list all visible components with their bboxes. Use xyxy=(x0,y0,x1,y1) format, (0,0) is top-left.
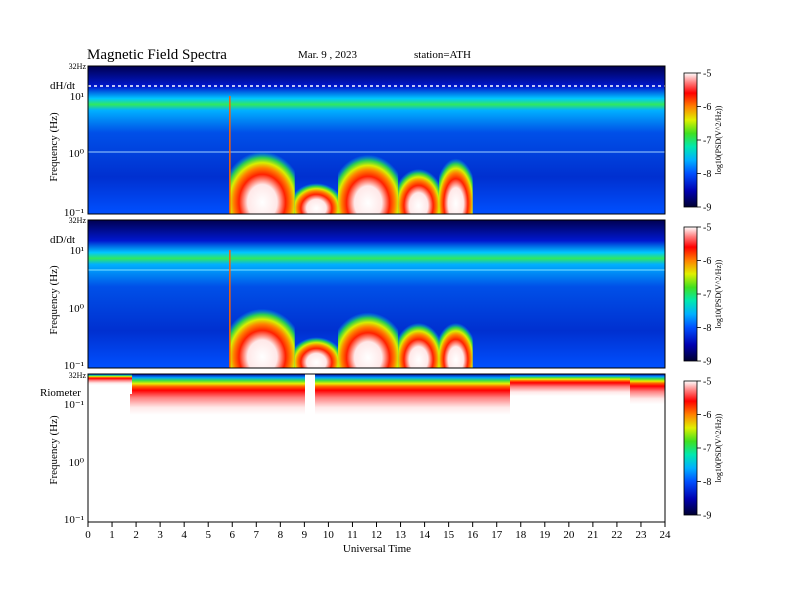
x-tick-label: 12 xyxy=(371,529,382,541)
x-tick-label: 23 xyxy=(635,529,647,541)
dhdt-activity-region xyxy=(439,144,473,214)
station-label: station=ATH xyxy=(414,49,471,61)
x-tick-label: 2 xyxy=(133,529,139,541)
x-tick-label: 8 xyxy=(278,529,284,541)
dddt-ytick-1: 10¹ xyxy=(70,245,84,257)
x-tick-label: 0 xyxy=(85,529,91,541)
dddt-activity xyxy=(229,250,473,368)
figure-title: Magnetic Field Spectra xyxy=(87,47,227,63)
dddt-activity-region xyxy=(398,311,440,368)
x-tick-label: 9 xyxy=(302,529,308,541)
x-tick-label: 4 xyxy=(181,529,187,541)
riometer-ytick-3: 10⁻¹ xyxy=(64,514,84,526)
riometer-ytick-2: 10⁰ xyxy=(69,457,85,469)
dddt-activity-region xyxy=(338,298,399,368)
colorbar-label: log10(PSD(V^2/Hz)) xyxy=(714,413,723,482)
x-axis: 0 1 2 3 4 5 6 7 8 9 10 11 12 13 14 15 16 17 18 19 20 21 22 23 24 xyxy=(85,522,671,541)
dddt-panel: 32Hz dD/dt 10¹ 10⁰ 10⁻¹ Frequency (Hz) xyxy=(48,216,666,372)
x-tick-label: 17 xyxy=(491,529,503,541)
dhdt-panel: 32Hz dH/dt 10¹ 10⁰ 10⁻¹ Frequency (Hz) xyxy=(48,62,666,219)
colorbar-label: log10(PSD(V^2/Hz)) xyxy=(714,105,723,174)
colorbar-tick-label: -5 xyxy=(703,377,711,388)
x-tick-label: 24 xyxy=(660,529,672,541)
dhdt-ylabel: Frequency (Hz) xyxy=(48,112,60,182)
colorbar-tick-label: -7 xyxy=(703,444,711,455)
colorbar-tick-label: -6 xyxy=(703,102,711,113)
dhdt-ytick-1: 10¹ xyxy=(70,91,84,103)
date-label: Mar. 9 , 2023 xyxy=(298,49,357,61)
riometer-ytick-1: 10⁻¹ xyxy=(64,399,84,411)
x-tick-label: 7 xyxy=(254,529,260,541)
colorbar-2 xyxy=(683,226,698,362)
colorbar-tick-label: -9 xyxy=(703,357,711,368)
dddt-frame xyxy=(87,219,666,369)
x-tick-label: 22 xyxy=(611,529,622,541)
x-axis-label: Universal Time xyxy=(343,543,411,555)
dddt-activity-region xyxy=(294,329,339,368)
dhdt-activity-region xyxy=(229,135,295,214)
colorbar-tick-label: -8 xyxy=(703,477,711,488)
x-tick-label: 16 xyxy=(467,529,479,541)
dhdt-frame xyxy=(87,65,666,215)
dddt-panel-label: dD/dt xyxy=(50,234,75,246)
colorbars: -5 -6 -7 -8 -9 log10(PSD(V^2/Hz)) -5 -6 -7 -8 -9 lo… xyxy=(683,69,723,522)
colorbar-1 xyxy=(683,72,698,208)
colorbar-tick-label: -5 xyxy=(703,223,711,234)
colorbar-tick-label: -5 xyxy=(703,69,711,80)
colorbar-tick-label: -9 xyxy=(703,511,711,522)
x-tick-label: 14 xyxy=(419,529,431,541)
x-tick-label: 13 xyxy=(395,529,407,541)
colorbar-tick-label: -7 xyxy=(703,290,711,301)
x-tick-label: 10 xyxy=(323,529,335,541)
colorbar-3 xyxy=(683,380,698,516)
x-tick-label: 19 xyxy=(539,529,551,541)
x-tick-label: 3 xyxy=(157,529,163,541)
colorbar-tick-label: -8 xyxy=(703,323,711,334)
riometer-panel-label: Riometer xyxy=(40,387,81,399)
dddt-ytick-2: 10⁰ xyxy=(69,303,85,315)
riometer-data-gap xyxy=(305,374,315,444)
x-tick-label: 15 xyxy=(443,529,455,541)
riometer-panel: 32Hz Riometer 10⁻¹ 10⁰ 10⁻¹ Frequency (H… xyxy=(40,371,666,526)
dhdt-activity-region xyxy=(398,157,440,214)
dddt-activity-region xyxy=(229,293,295,368)
dhdt-activity-region xyxy=(338,139,399,214)
dhdt-activity-region xyxy=(294,175,339,214)
colorbar-label: log10(PSD(V^2/Hz)) xyxy=(714,259,723,328)
x-tick-label: 1 xyxy=(109,529,115,541)
dhdt-panel-label: dH/dt xyxy=(50,80,75,92)
riometer-top-label: 32Hz xyxy=(69,371,87,380)
x-tick-label: 21 xyxy=(587,529,598,541)
colorbar-tick-label: -9 xyxy=(703,203,711,214)
x-tick-label: 18 xyxy=(515,529,527,541)
x-tick-label: 11 xyxy=(347,529,358,541)
x-tick-label: 20 xyxy=(563,529,575,541)
x-tick-label: 6 xyxy=(230,529,236,541)
dhdt-ytick-2: 10⁰ xyxy=(69,148,85,160)
dddt-ylabel: Frequency (Hz) xyxy=(48,265,60,335)
colorbar-tick-label: -8 xyxy=(703,169,711,180)
dhdt-ytick-3: 10⁻¹ xyxy=(64,207,84,219)
riometer-band-main xyxy=(130,374,510,448)
riometer-band-end xyxy=(630,374,665,429)
dddt-activity-region xyxy=(439,311,473,368)
dhdt-activity xyxy=(229,96,473,214)
dddt-top-label: 32Hz xyxy=(69,216,87,225)
riometer-band-late xyxy=(510,374,630,414)
x-tick-label: 5 xyxy=(205,529,211,541)
dhdt-top-label: 32Hz xyxy=(69,62,87,71)
colorbar-tick-label: -6 xyxy=(703,256,711,267)
riometer-ylabel: Frequency (Hz) xyxy=(48,415,60,485)
dddt-ytick-3: 10⁻¹ xyxy=(64,360,84,372)
colorbar-tick-label: -6 xyxy=(703,410,711,421)
riometer-band-start xyxy=(88,374,132,394)
colorbar-tick-label: -7 xyxy=(703,136,711,147)
